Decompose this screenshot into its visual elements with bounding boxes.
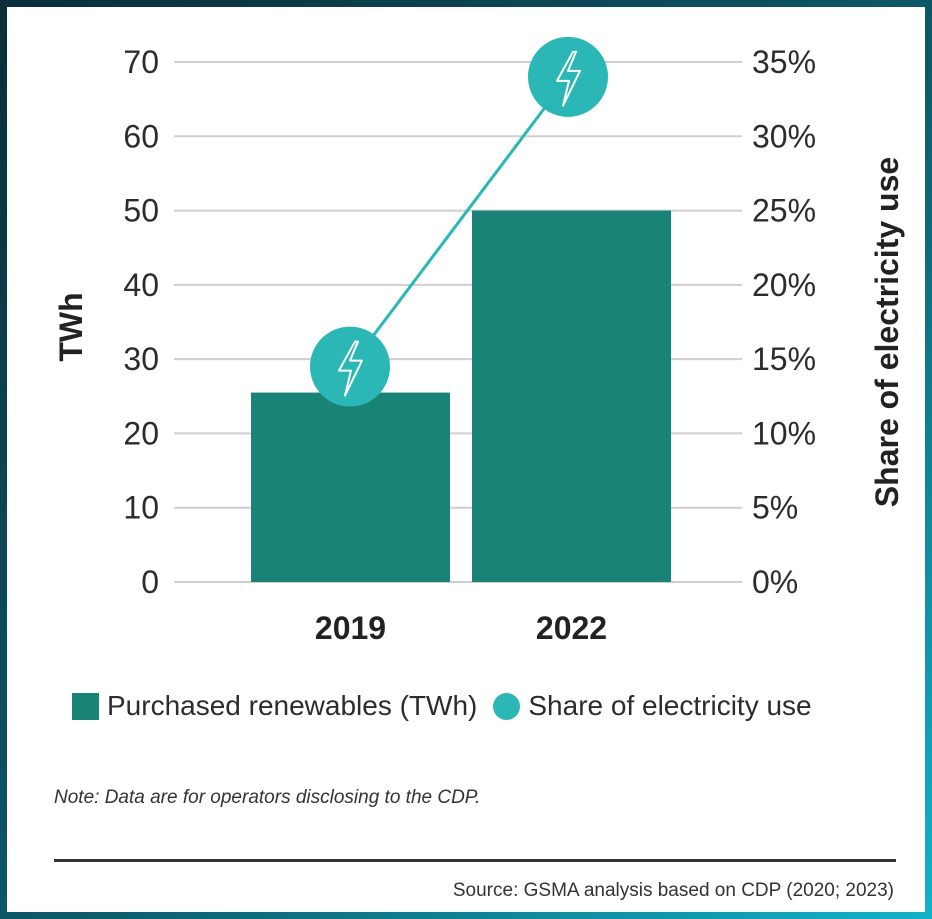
left-tick-label: 0 xyxy=(141,564,159,600)
legend-label-bars: Purchased renewables (TWh) xyxy=(107,690,478,721)
right-axis-ticks: 0% 5% 10% 15% 20% 25% 30% 35% xyxy=(752,44,816,600)
marker-circle xyxy=(310,326,390,407)
legend-swatch-bar xyxy=(72,692,99,720)
left-tick-label: 60 xyxy=(123,118,159,154)
left-tick-label: 40 xyxy=(123,267,159,303)
bar-series xyxy=(251,210,671,583)
bar-2019 xyxy=(251,392,450,582)
left-tick-label: 70 xyxy=(123,44,159,80)
right-tick-label: 15% xyxy=(752,341,816,377)
right-tick-label: 5% xyxy=(752,490,798,526)
marker-circle xyxy=(528,36,608,117)
bar-2022 xyxy=(472,210,671,583)
right-axis-title: Share of electricity use xyxy=(869,157,905,507)
legend: Purchased renewables (TWh) Share of elec… xyxy=(72,690,905,722)
share-marker-2019 xyxy=(310,326,390,407)
legend-label-line: Share of electricity use xyxy=(528,690,812,721)
left-tick-label: 50 xyxy=(123,193,159,229)
lightning-bolt-icon xyxy=(338,340,363,397)
category-label: 2022 xyxy=(536,610,607,646)
combo-chart: 0 10 20 30 40 50 60 70 0% 5% 10% 15% 20% 25% 30% 35% 2… xyxy=(53,36,905,646)
category-labels: 2019 2022 xyxy=(315,610,607,646)
lightning-bolt-icon xyxy=(556,50,581,107)
source-credit: Source: GSMA analysis based on CDP (2020… xyxy=(452,880,894,901)
left-tick-label: 30 xyxy=(123,341,159,377)
divider xyxy=(54,859,896,862)
legend-swatch-dot xyxy=(493,692,521,720)
left-tick-label: 10 xyxy=(123,490,159,526)
share-line xyxy=(348,75,570,368)
right-tick-label: 0% xyxy=(752,564,798,600)
right-tick-label: 20% xyxy=(752,267,816,303)
right-tick-label: 10% xyxy=(752,415,816,451)
right-tick-label: 35% xyxy=(752,44,816,80)
legend-item-bars: Purchased renewables (TWh) xyxy=(72,690,477,722)
category-label: 2019 xyxy=(315,610,386,646)
right-tick-label: 30% xyxy=(752,118,816,154)
right-tick-label: 25% xyxy=(752,193,816,229)
left-axis-title: TWh xyxy=(53,292,89,361)
chart-note: Note: Data are for operators disclosing … xyxy=(54,787,481,808)
chart-card: 0 10 20 30 40 50 60 70 0% 5% 10% 15% 20% 25% 30% 35% 2… xyxy=(7,7,925,912)
line-series xyxy=(310,36,608,407)
left-axis-ticks: 0 10 20 30 40 50 60 70 xyxy=(123,44,159,600)
legend-item-line: Share of electricity use xyxy=(493,690,812,722)
share-marker-2022 xyxy=(528,36,608,117)
left-tick-label: 20 xyxy=(123,415,159,451)
